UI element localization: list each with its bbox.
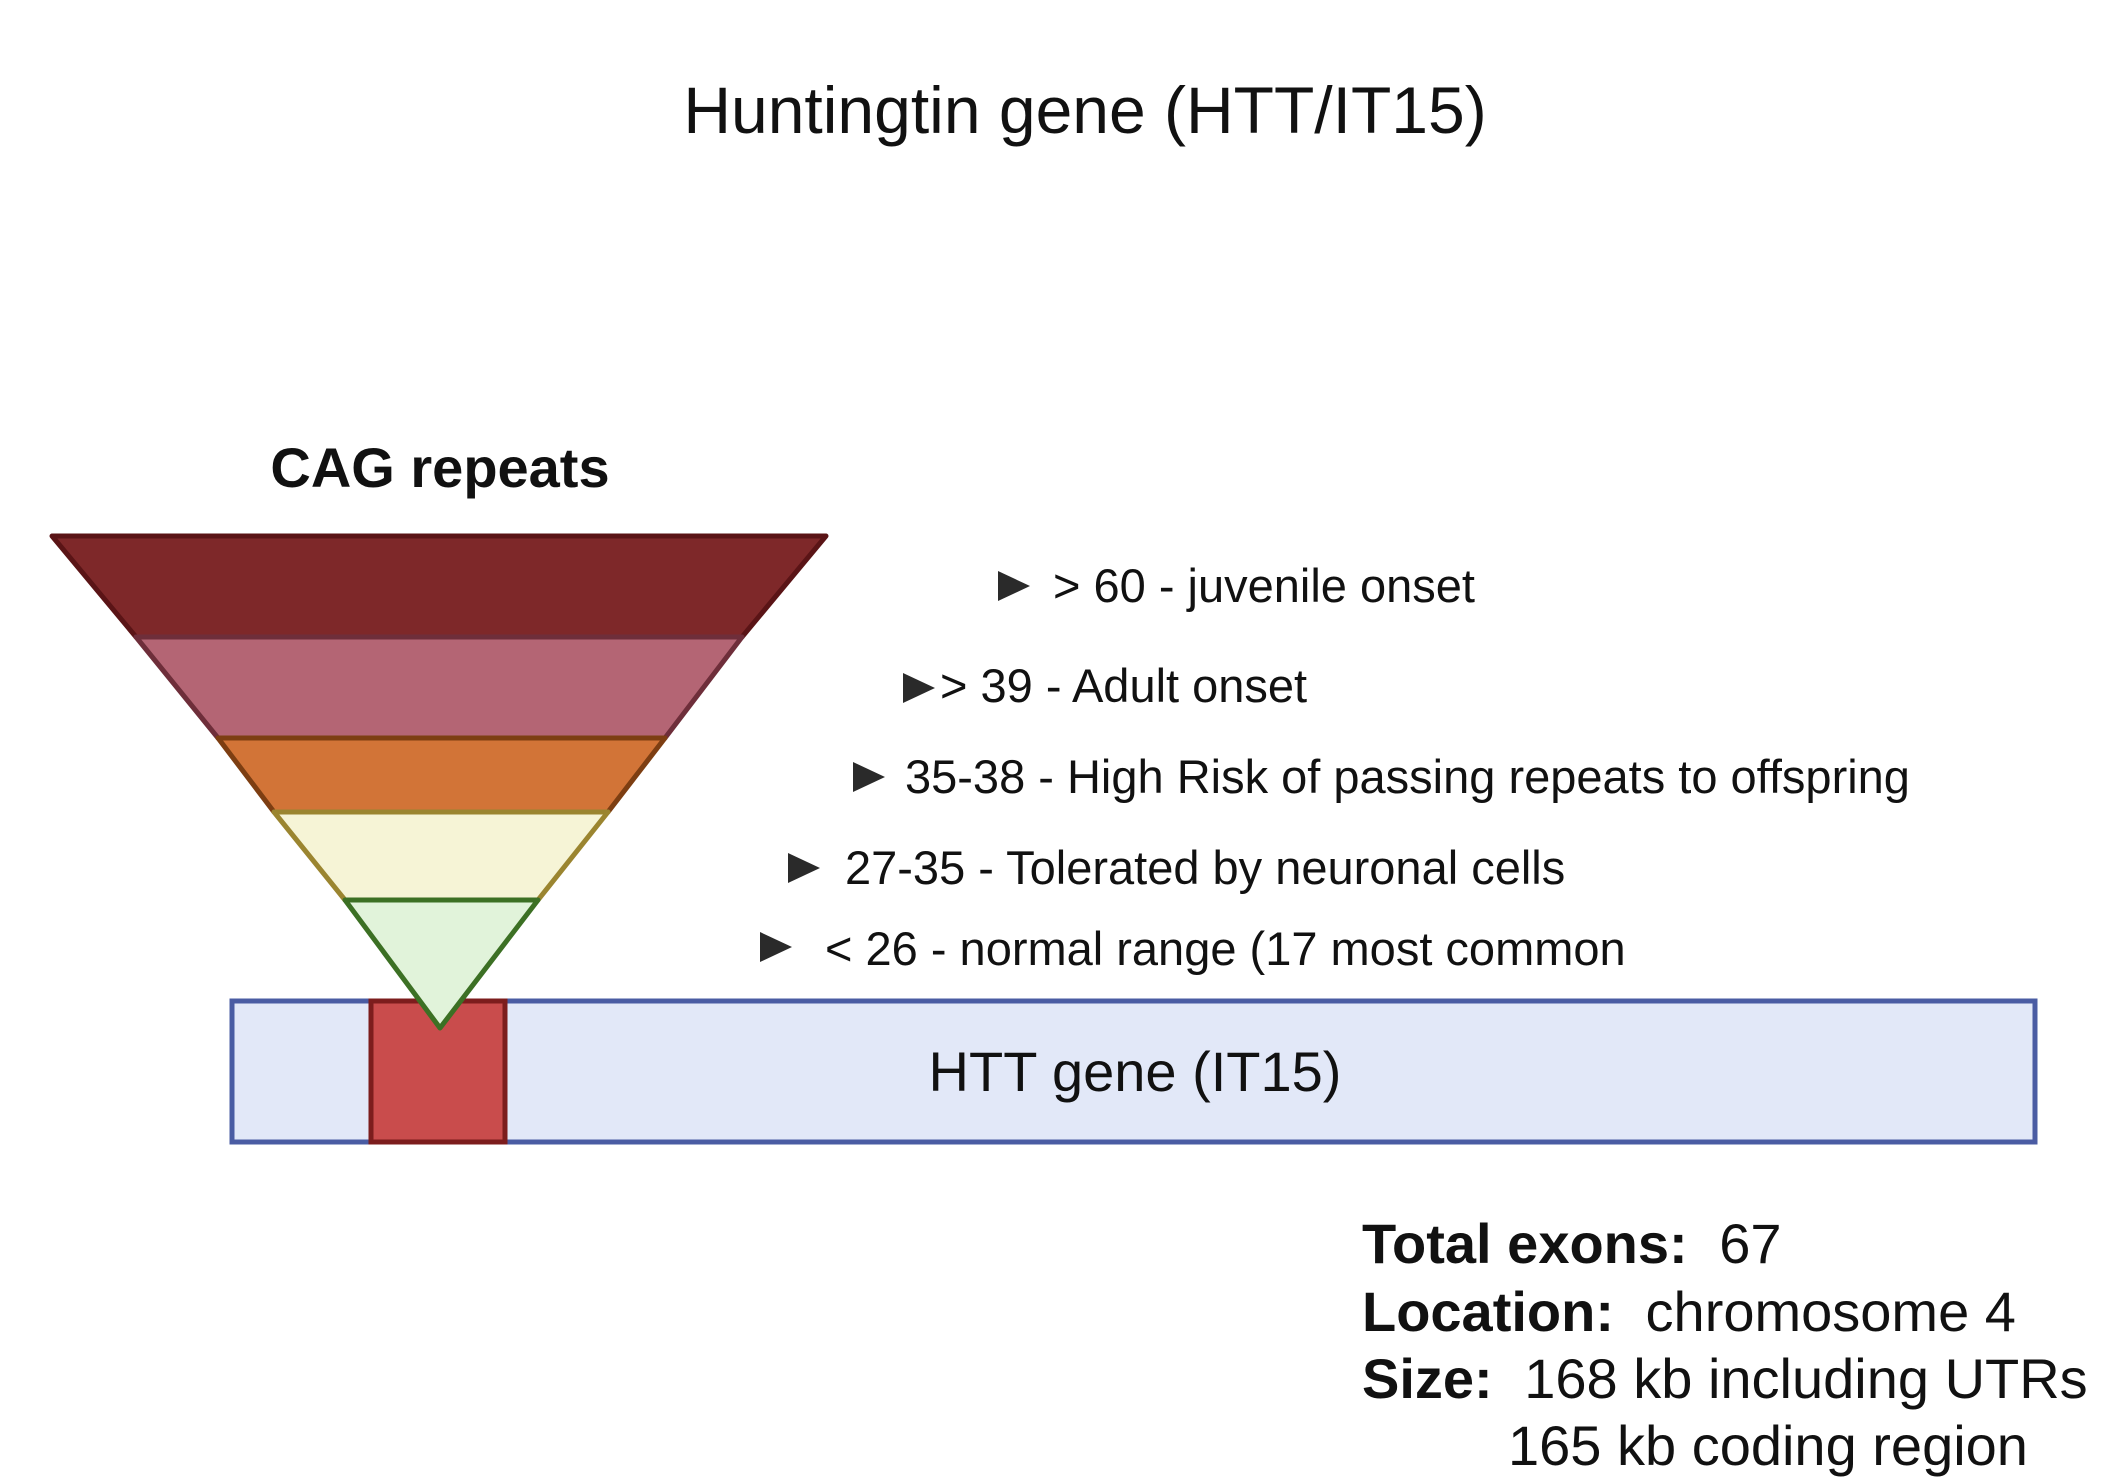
info-location-value: chromosome 4	[1646, 1280, 2016, 1343]
info-location-key: Location:	[1362, 1280, 1614, 1343]
band-tolerated	[271, 809, 611, 903]
info-size-value-2: 165 kb coding region	[1508, 1414, 2028, 1477]
gene-info: Total exons: 67 Location: chromosome 4 S…	[1362, 1212, 2088, 1477]
label-adult-onset: > 39 - Adult onset	[940, 659, 1307, 712]
label-tolerated: 27-35 - Tolerated by neuronal cells	[845, 841, 1565, 894]
band-adult-onset	[133, 634, 745, 741]
info-size-value-1: 168 kb including UTRs	[1524, 1347, 2087, 1410]
arrow-juvenile-onset	[826, 571, 1030, 601]
diagram-title: Huntingtin gene (HTT/IT15)	[683, 73, 1486, 147]
band-normal-range	[342, 897, 541, 1031]
info-exons: Total exons: 67	[1362, 1212, 1782, 1275]
info-size: Size: 168 kb including UTRs	[1362, 1347, 2088, 1410]
band-high-risk	[215, 735, 668, 815]
gene-label: HTT gene (IT15)	[929, 1040, 1342, 1103]
info-location: Location: chromosome 4	[1362, 1280, 2016, 1343]
label-normal-range: < 26 - normal range (17 most common	[825, 922, 1626, 975]
funnel-header: CAG repeats	[270, 436, 609, 499]
arrow-high-risk	[677, 762, 885, 792]
arrow-tolerated	[612, 853, 820, 883]
arrow-normal-range	[582, 932, 792, 962]
arrow-adult-onset	[735, 673, 935, 703]
label-high-risk: 35-38 - High Risk of passing repeats to …	[905, 750, 1910, 803]
info-exons-key: Total exons:	[1362, 1212, 1688, 1275]
info-size-key: Size:	[1362, 1347, 1493, 1410]
label-juvenile-onset: > 60 - juvenile onset	[1053, 559, 1475, 612]
htt-gene-bar	[229, 998, 2038, 1145]
band-juvenile-onset	[49, 533, 829, 640]
info-exons-value: 67	[1719, 1212, 1781, 1275]
